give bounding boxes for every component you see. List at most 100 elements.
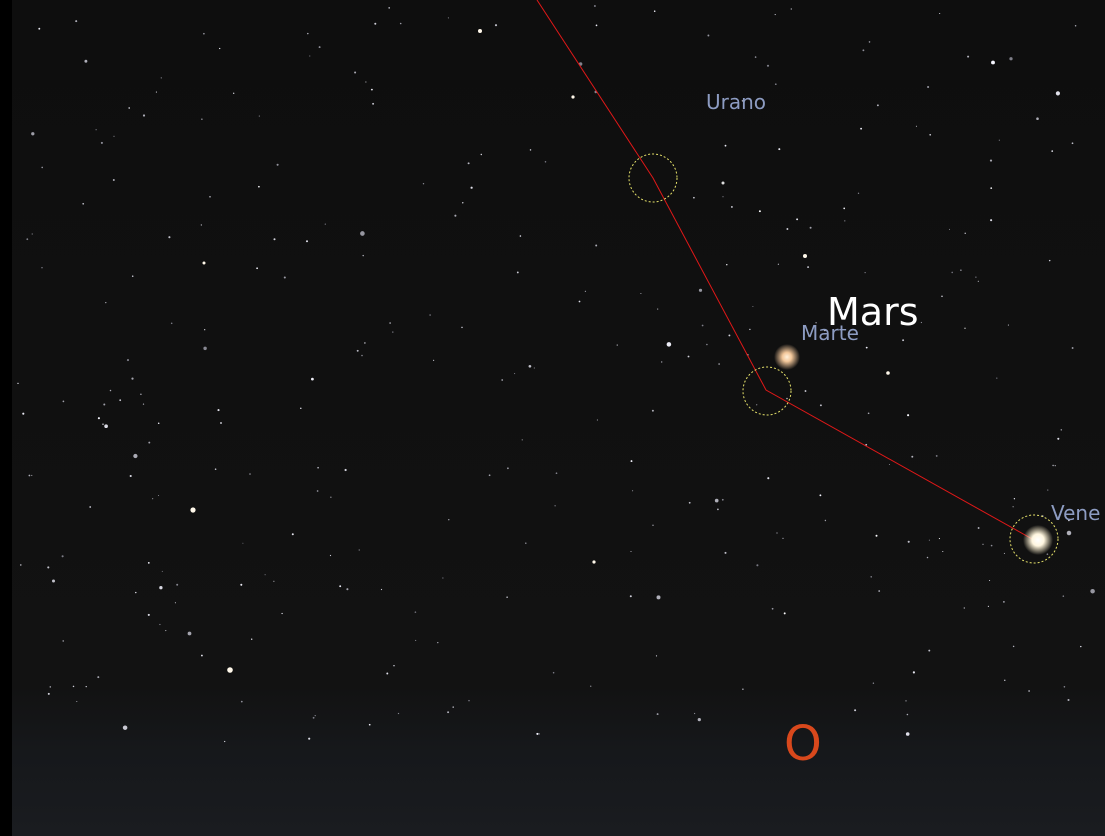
- star: [76, 701, 77, 702]
- star: [1049, 260, 1050, 261]
- star: [652, 410, 654, 412]
- star: [357, 350, 359, 352]
- star: [48, 693, 50, 695]
- star: [227, 667, 233, 673]
- star: [47, 566, 49, 568]
- star: [415, 640, 416, 641]
- star: [715, 499, 719, 503]
- star: [585, 291, 586, 292]
- star: [866, 347, 868, 349]
- star: [597, 419, 598, 420]
- star: [825, 520, 826, 521]
- star: [908, 541, 910, 543]
- star: [175, 602, 176, 603]
- star: [224, 741, 225, 742]
- star: [437, 642, 438, 643]
- star: [461, 327, 463, 329]
- star: [311, 378, 314, 381]
- star: [203, 347, 206, 350]
- star: [204, 329, 205, 330]
- star: [41, 167, 43, 169]
- star: [158, 495, 159, 496]
- star: [1075, 25, 1077, 27]
- star: [579, 301, 581, 303]
- star: [661, 361, 662, 362]
- star: [392, 331, 393, 332]
- mars-planet[interactable]: [774, 344, 800, 370]
- star: [742, 689, 743, 690]
- star: [481, 154, 482, 155]
- star: [536, 733, 538, 735]
- star: [429, 314, 431, 316]
- star: [209, 196, 211, 198]
- star: [1080, 646, 1081, 647]
- star: [520, 235, 522, 237]
- star: [448, 519, 449, 520]
- star: [916, 126, 917, 127]
- star: [941, 296, 943, 298]
- sky-view[interactable]: Urano Marte Vene Mars O: [0, 0, 1105, 836]
- star: [873, 683, 874, 684]
- star: [317, 490, 319, 492]
- star: [306, 240, 308, 242]
- star: [362, 255, 363, 256]
- star: [501, 379, 503, 381]
- star: [393, 665, 394, 666]
- star: [964, 328, 965, 329]
- star: [452, 706, 453, 707]
- star: [964, 607, 965, 608]
- star: [152, 498, 153, 499]
- star: [978, 281, 979, 282]
- star: [886, 371, 890, 375]
- star: [159, 624, 160, 625]
- star: [442, 577, 443, 578]
- uranus-planet[interactable]: [722, 182, 725, 185]
- star: [928, 650, 930, 652]
- star: [960, 269, 962, 271]
- star: [786, 398, 788, 400]
- star: [951, 272, 953, 274]
- sky-canvas: [0, 0, 1105, 836]
- star: [752, 306, 753, 307]
- star: [132, 275, 134, 277]
- star: [982, 544, 983, 545]
- star: [756, 404, 757, 405]
- star: [101, 142, 103, 144]
- star: [592, 560, 595, 563]
- star: [52, 580, 55, 583]
- star: [694, 713, 695, 714]
- star: [1036, 117, 1039, 120]
- star: [699, 289, 702, 292]
- highlight-label: Mars: [827, 290, 919, 334]
- star: [921, 322, 922, 323]
- star: [706, 344, 708, 346]
- star: [258, 186, 260, 188]
- star: [159, 586, 162, 589]
- star: [756, 564, 758, 566]
- star: [273, 238, 275, 240]
- star: [354, 71, 356, 73]
- star: [251, 639, 252, 640]
- star: [632, 490, 633, 491]
- star: [796, 218, 798, 220]
- star: [657, 309, 658, 310]
- star: [433, 360, 434, 361]
- star: [755, 56, 757, 58]
- star: [102, 424, 103, 425]
- star: [63, 401, 65, 403]
- star: [722, 499, 724, 501]
- star: [590, 686, 591, 687]
- star: [967, 56, 969, 58]
- star: [1009, 57, 1012, 60]
- star: [462, 202, 463, 203]
- star: [75, 20, 77, 22]
- star: [772, 608, 774, 610]
- star: [26, 238, 28, 240]
- star: [990, 160, 992, 162]
- star: [724, 552, 726, 554]
- star: [1067, 699, 1069, 701]
- venus-planet[interactable]: [1023, 525, 1053, 555]
- star: [1052, 465, 1053, 466]
- star: [538, 733, 539, 734]
- star: [911, 456, 913, 458]
